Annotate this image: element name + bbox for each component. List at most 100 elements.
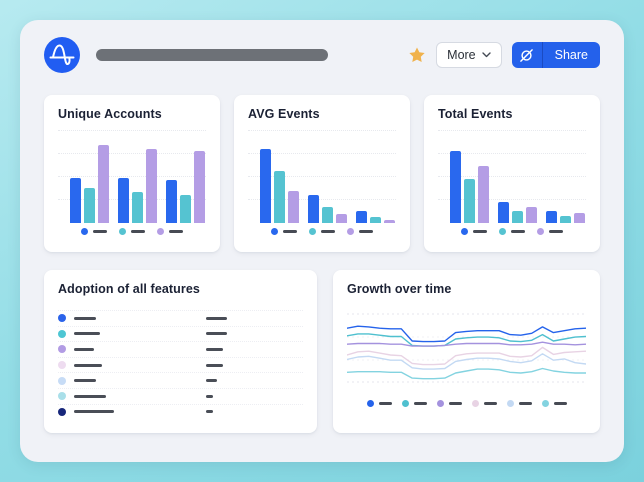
legend-item-series-teal[interactable] (119, 228, 145, 235)
line-series-pale-blue (347, 353, 586, 370)
legend-item-series-pale-blue[interactable] (506, 400, 532, 407)
legend-dot (401, 400, 409, 407)
bar-series-blue-group-2 (308, 195, 319, 223)
bar-series-purple-group-3 (574, 212, 585, 223)
legend-item-series-cyan[interactable] (541, 400, 567, 407)
bar-series-blue-group-2 (498, 201, 509, 223)
legend-item-series-purple[interactable] (436, 400, 462, 407)
gridline (248, 176, 396, 177)
gridline (438, 176, 586, 177)
legend-item-series-blue[interactable] (81, 228, 107, 235)
legend-item-series-purple[interactable] (347, 228, 373, 235)
favorite-star-icon[interactable] (408, 46, 426, 64)
topbar-actions: More Share (408, 42, 600, 68)
legend-dot (537, 228, 544, 235)
feature-row[interactable] (58, 325, 303, 342)
bar-chart-avg-events (248, 130, 396, 223)
bar-series-purple-group-1 (478, 166, 489, 223)
bar-series-purple-group-2 (336, 213, 347, 223)
legend-item-series-teal[interactable] (309, 228, 335, 235)
bar-series-teal-group-3 (560, 215, 571, 223)
bar-series-purple-group-1 (288, 191, 299, 223)
legend-label-placeholder (483, 402, 497, 405)
feature-dot (58, 345, 66, 354)
legend-label-placeholder (283, 230, 297, 233)
legend-item-series-blue[interactable] (366, 400, 392, 407)
legend-item-series-blue[interactable] (271, 228, 297, 235)
card-total-events: Total Events (424, 95, 600, 252)
bar-series-teal-group-3 (180, 195, 191, 223)
feature-label-placeholder (74, 410, 114, 414)
bar-series-teal-group-1 (464, 179, 475, 223)
legend-item-series-pink[interactable] (471, 400, 497, 407)
card-title: AVG Events (248, 107, 320, 121)
legend-dot (157, 228, 164, 235)
feature-row[interactable] (58, 372, 303, 388)
bar-chart-total-events (438, 130, 586, 223)
gridline (248, 130, 396, 131)
bar-series-purple-group-3 (194, 151, 205, 223)
feature-row[interactable] (58, 403, 303, 420)
bar-series-teal-group-2 (322, 207, 333, 223)
card-adoption-of-all-features: Adoption of all features (44, 270, 317, 433)
topbar: More Share (44, 37, 600, 73)
gridline (248, 199, 396, 200)
feature-label-placeholder (74, 379, 96, 383)
feature-row[interactable] (58, 356, 303, 373)
bar-series-blue-group-2 (118, 178, 129, 223)
legend-dot (506, 400, 514, 407)
gridline (438, 199, 586, 200)
legend-item-series-teal[interactable] (401, 400, 427, 407)
legend-dot (471, 400, 479, 407)
legend-item-series-purple[interactable] (537, 228, 563, 235)
legend-label-placeholder (321, 230, 335, 233)
share-button[interactable]: Share (511, 42, 600, 68)
legend-label-placeholder (378, 402, 392, 405)
feature-dot (58, 392, 66, 401)
bar-series-purple-group-3 (384, 220, 395, 223)
feature-dot (58, 329, 66, 338)
feature-label-placeholder (74, 363, 102, 367)
gridline (438, 153, 586, 154)
card-title: Growth over time (347, 282, 452, 296)
legend-label-placeholder (549, 230, 563, 233)
feature-row[interactable] (58, 387, 303, 404)
feature-value-placeholder (206, 316, 227, 320)
bar-series-purple-group-1 (98, 144, 109, 223)
amplitude-logo (44, 37, 80, 73)
bar-series-teal-group-2 (512, 210, 523, 223)
legend-item-series-purple[interactable] (157, 228, 183, 235)
legend-item-series-blue[interactable] (461, 228, 487, 235)
bar-series-blue-group-3 (546, 210, 557, 223)
feature-row[interactable] (58, 310, 303, 326)
feature-row[interactable] (58, 341, 303, 357)
legend-dot (81, 228, 88, 235)
legend-item-series-teal[interactable] (499, 228, 525, 235)
legend-dot (541, 400, 549, 407)
line-series-pink (347, 346, 586, 366)
bar-series-teal-group-1 (274, 170, 285, 223)
legend-label-placeholder (359, 230, 373, 233)
legend-dot (366, 400, 374, 407)
legend-label-placeholder (131, 230, 145, 233)
card-title: Adoption of all features (58, 282, 200, 296)
gridline (438, 130, 586, 131)
link-icon[interactable] (512, 42, 543, 68)
title-placeholder-bar (96, 49, 328, 61)
bar-series-purple-group-2 (526, 207, 537, 223)
legend-label-placeholder (413, 402, 427, 405)
feature-label-placeholder (74, 347, 94, 351)
chart-legend (424, 228, 600, 235)
bottom-charts-row: Adoption of all features Growth over tim… (44, 270, 600, 433)
feature-value-placeholder (206, 332, 227, 336)
legend-dot (499, 228, 506, 235)
card-title: Total Events (438, 107, 513, 121)
dashboard-window: More Share Unique (20, 20, 624, 462)
line-series-purple (347, 341, 586, 347)
legend-label-placeholder (511, 230, 525, 233)
more-button[interactable]: More (436, 42, 502, 68)
card-avg-events: AVG Events (234, 95, 410, 252)
legend-label-placeholder (169, 230, 183, 233)
chart-legend (44, 228, 220, 235)
